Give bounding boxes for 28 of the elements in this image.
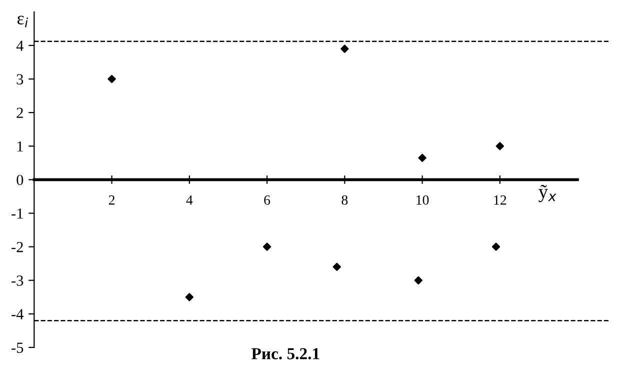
- y-tick-label: 2: [16, 108, 23, 118]
- x-tick-label: 12: [494, 195, 506, 205]
- x-tick-label: 8: [342, 195, 348, 205]
- y-tick-label: -4: [12, 309, 24, 320]
- y-tick-label: 1: [17, 141, 23, 152]
- point: [418, 154, 426, 162]
- x-axis-title: ỹ$_{x}$: [538, 184, 556, 202]
- y-tick-label: 3: [16, 74, 24, 84]
- x-tick-label: 10: [416, 195, 429, 205]
- point: [496, 142, 504, 150]
- y-tick-label: -1: [12, 208, 23, 219]
- point: [185, 293, 194, 302]
- y-tick-label: -5: [12, 342, 24, 353]
- x-tick-label: 2: [108, 195, 114, 205]
- y-tick-label: -3: [12, 276, 24, 286]
- point: [108, 74, 116, 84]
- y-tick-label: 4: [16, 40, 24, 51]
- y-axis-title: ε$_{i}$: [18, 16, 28, 28]
- point: [340, 44, 349, 53]
- point: [492, 242, 500, 251]
- point: [262, 242, 272, 251]
- x-tick-label: 6: [264, 195, 270, 205]
- point: [332, 262, 341, 272]
- point: [414, 276, 422, 284]
- y-tick-label: 0: [16, 174, 24, 186]
- x-tick-label: 4: [186, 195, 193, 205]
- text: Рис. 5.2.1: [252, 348, 320, 360]
- y-tick-label: -2: [12, 242, 23, 252]
